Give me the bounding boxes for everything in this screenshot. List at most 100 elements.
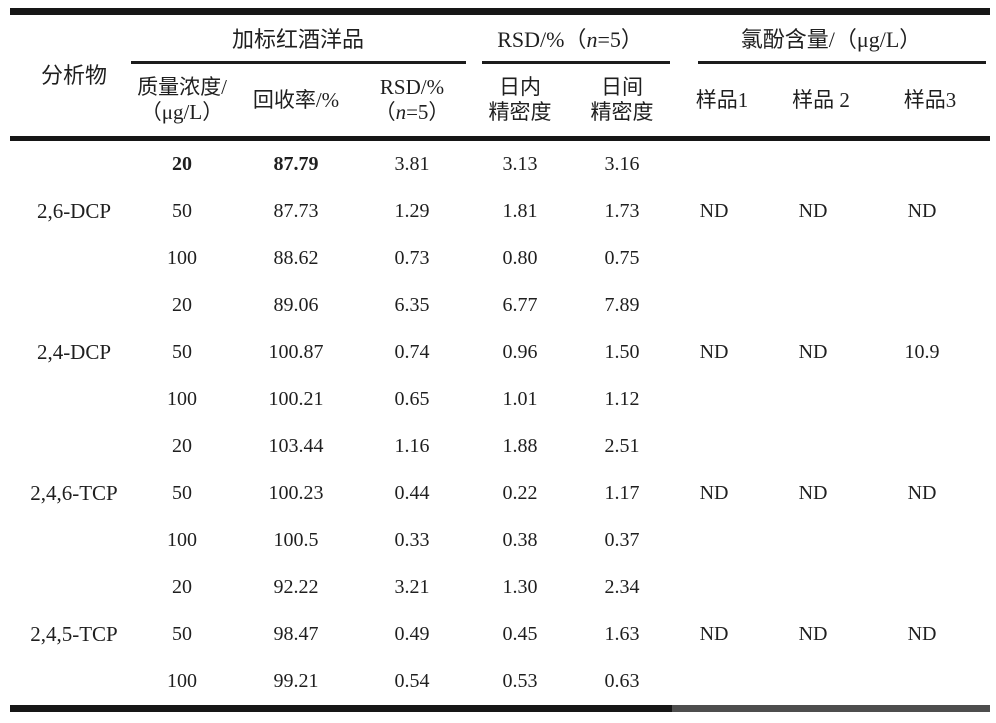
intraday-value: 1.88: [502, 434, 538, 457]
concentration-value: 20: [172, 434, 192, 457]
column-header-analyte: 分析物: [10, 11, 128, 141]
rsd-value: 0.73: [394, 246, 430, 269]
analyte-name: 2,4-DCP: [36, 340, 112, 365]
sample2-value: ND: [772, 564, 871, 712]
group-header-rsd: RSD/%（n=5）: [468, 12, 672, 64]
interday-value: 3.16: [604, 152, 640, 175]
intraday-value: 0.80: [502, 246, 538, 269]
interday-value: 2.51: [604, 434, 640, 457]
rsd-value: 1.16: [394, 434, 430, 457]
rsd-value: 3.81: [394, 152, 430, 175]
group-rule-rsd: [482, 61, 671, 64]
rsd-value: 0.33: [394, 528, 430, 551]
interday-value: 1.50: [604, 340, 640, 363]
sample2-value: ND: [798, 340, 828, 363]
concentration-value: 100: [167, 246, 197, 269]
concentration-value: 100: [167, 387, 197, 410]
column-header-interday-precision: 日间 精密度: [572, 64, 673, 141]
group-header-spiked-wine-label: 加标红酒洋品: [232, 26, 365, 52]
recovery-value: 100.5: [273, 528, 319, 551]
sample1-value: ND: [699, 340, 729, 363]
interday-value: 0.75: [604, 246, 640, 269]
column-header-intraday-precision: 日内 精密度: [468, 64, 573, 141]
intraday-value: 0.96: [502, 340, 538, 363]
sample3-value: 10.9: [904, 340, 940, 363]
analyte-block-2-4-5-tcp: 2,4,5-TCP 20 92.22 3.21 1.30 2.34 ND ND …: [10, 564, 991, 712]
column-header-rsd: RSD/% （n=5）: [356, 64, 469, 141]
table-row: 2,4,6-TCP 20 103.44 1.16 1.88 2.51 ND ND…: [10, 423, 990, 505]
table-row: 50 100.87 0.74 0.96 1.50: [10, 329, 990, 376]
interday-value: 7.89: [604, 293, 640, 316]
column-header-sample1: 样品1: [672, 64, 773, 141]
interday-value: 0.63: [572, 658, 673, 712]
interday-value: 1.63: [604, 622, 640, 645]
concentration-value: 20: [172, 152, 192, 175]
column-header-sample3: 样品3: [870, 64, 991, 141]
rsd-value: 0.54: [356, 658, 469, 712]
sample1-value: ND: [672, 564, 773, 712]
concentration-value: 100: [128, 658, 236, 712]
recovery-value: 88.62: [273, 246, 319, 269]
sample3-value: ND: [907, 199, 937, 222]
group-header-rsd-label: RSD/%（n=5）: [497, 26, 643, 52]
concentration-value: 20: [172, 575, 192, 598]
table-row: 2,4-DCP 20 89.06 6.35 6.77 7.89 ND ND 10…: [10, 282, 990, 364]
group-header-chlorophenol-content: 氯酚含量/（μg/L）: [672, 12, 990, 64]
recovery-value: 98.47: [273, 622, 319, 645]
rsd-value: 0.65: [394, 387, 430, 410]
sample1-value: ND: [699, 481, 729, 504]
table-row: 2,6-DCP 20 87.79 3.81 3.13 3.16 ND ND ND: [10, 139, 990, 223]
rsd-value: 0.44: [394, 481, 430, 504]
intraday-value: 0.45: [502, 622, 538, 645]
intraday-value: 1.81: [502, 199, 538, 222]
concentration-value: 100: [167, 528, 197, 551]
table-row: 100 88.62 0.73 0.80 0.75: [10, 235, 990, 282]
sample3-value: ND: [870, 564, 991, 712]
column-header-concentration: 质量浓度/ （μg/L）: [128, 64, 236, 141]
column-header-recovery: 回收率/%: [236, 64, 356, 141]
table-row: 2,4,5-TCP 20 92.22 3.21 1.30 2.34 ND ND …: [10, 564, 991, 712]
table-row: 100 99.21 0.54 0.53 0.63: [10, 658, 990, 712]
intraday-value: 1.01: [502, 387, 538, 410]
analyte-name: 2,6-DCP: [36, 199, 112, 224]
interday-value: 1.17: [604, 481, 640, 504]
analyte-name: 2,4,6-TCP: [30, 481, 118, 506]
rsd-value: 0.74: [394, 340, 430, 363]
recovery-value: 103.44: [268, 434, 324, 457]
group-header-chlorophenol-label: 氯酚含量/（μg/L）: [740, 26, 922, 52]
table-row: 100 100.5 0.33 0.38 0.37: [10, 517, 990, 564]
interday-value: 1.12: [604, 387, 640, 410]
intraday-value: 0.38: [502, 528, 538, 551]
column-header-sample2: 样品 2: [772, 64, 871, 141]
intraday-value: 3.13: [502, 152, 538, 175]
interday-value: 1.73: [604, 199, 640, 222]
recovery-value: 92.22: [273, 575, 319, 598]
intraday-value: 6.77: [502, 293, 538, 316]
sample2-value: ND: [798, 199, 828, 222]
intraday-value: 0.53: [468, 658, 573, 712]
recovery-value: 100.21: [268, 387, 324, 410]
group-rule-chlorophenol: [698, 61, 987, 64]
analyte-block-2-6-dcp: 2,6-DCP 20 87.79 3.81 3.13 3.16 ND ND ND…: [10, 139, 990, 283]
concentration-value: 50: [172, 481, 192, 504]
recovery-value: 100.23: [268, 481, 324, 504]
table-row: 50 87.73 1.29 1.81 1.73: [10, 188, 990, 235]
table-row: 50 98.47 0.49 0.45 1.63: [10, 611, 990, 658]
analyte-block-2-4-6-tcp: 2,4,6-TCP 20 103.44 1.16 1.88 2.51 ND ND…: [10, 423, 990, 564]
concentration-value: 50: [172, 340, 192, 363]
group-header-row: 分析物 加标红酒洋品 RSD/%（n=5） 氯酚含量/（μg/L）: [10, 11, 990, 141]
rsd-value: 6.35: [394, 293, 430, 316]
recovery-value: 99.21: [236, 658, 356, 712]
recovery-value: 100.87: [268, 340, 324, 363]
sample1-value: ND: [699, 199, 729, 222]
sample2-value: ND: [798, 481, 828, 504]
group-header-spiked-wine: 加标红酒洋品: [128, 12, 468, 64]
recovery-value: 89.06: [273, 293, 319, 316]
interday-value: 0.37: [604, 528, 640, 551]
group-rule-spiked-wine: [131, 61, 467, 64]
analyte-name: 2,4,5-TCP: [10, 564, 128, 712]
concentration-value: 20: [172, 293, 192, 316]
rsd-value: 3.21: [394, 575, 430, 598]
table-row: 50 100.23 0.44 0.22 1.17: [10, 470, 990, 517]
